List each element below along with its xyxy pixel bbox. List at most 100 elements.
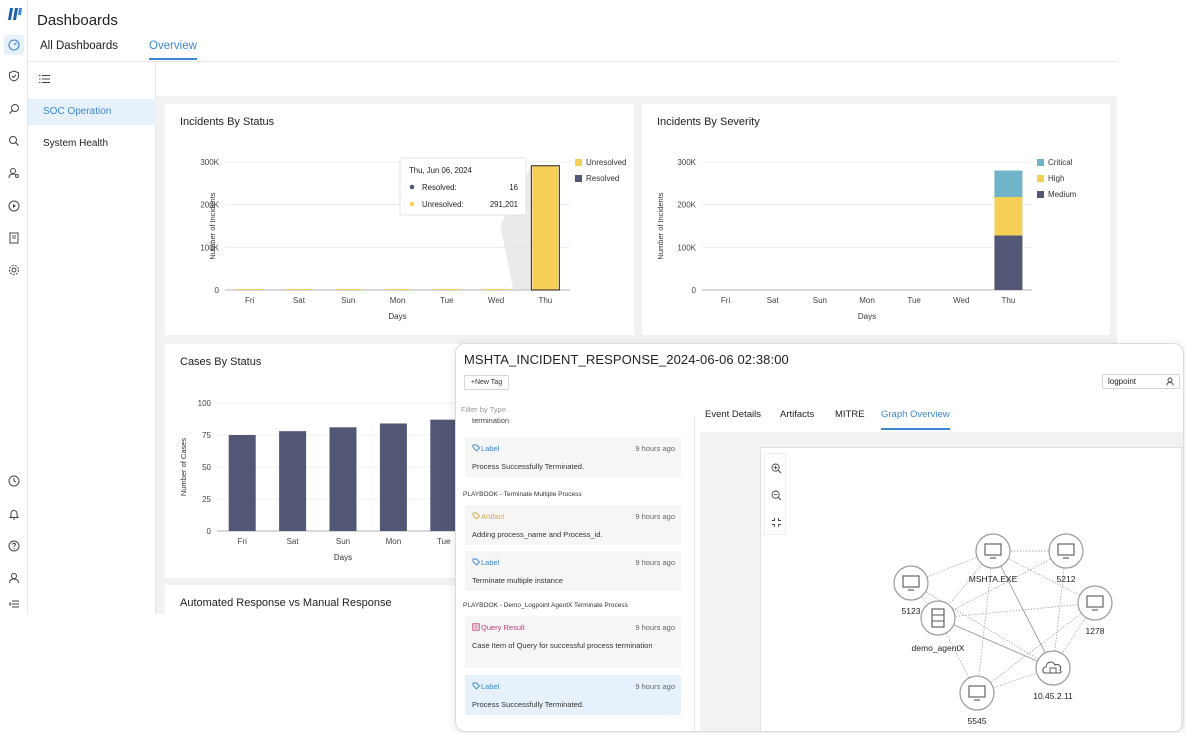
tooltip-dot <box>409 201 415 207</box>
legend-swatch <box>1037 159 1044 166</box>
graph-node-demo-agentx[interactable]: demo_agentX <box>912 600 965 653</box>
item-time: 9 hours ago <box>635 444 675 453</box>
report-icon[interactable] <box>4 228 24 248</box>
filter-by-type-input[interactable]: Filter by Type <box>461 405 506 414</box>
panel-incidents-by-severity: Incidents By Severity 0 100K 200K 300K Numbe… <box>642 104 1110 335</box>
graph-canvas[interactable]: MSHTA.EXE 5212 5123 <box>760 447 1182 731</box>
collapse-icon[interactable] <box>4 594 24 614</box>
x-tick-label: Sun <box>341 296 355 305</box>
label-icon <box>472 558 480 566</box>
tab-all-dashboards[interactable]: All Dashboards <box>40 40 118 52</box>
shield-icon[interactable] <box>4 66 24 86</box>
y-tick-label: 0 <box>215 286 220 295</box>
zoom-out-icon[interactable] <box>770 489 782 501</box>
x-tick-label: Fri <box>245 296 255 305</box>
dashboard-subnav: SOC Operation System Health <box>28 62 156 614</box>
timeline-item[interactable]: Query Result 9 hours ago Case Item of Qu… <box>465 616 681 668</box>
timeline-item[interactable]: Label 9 hours ago Terminate multiple ins… <box>465 551 681 591</box>
zoom-in-icon[interactable] <box>770 462 782 474</box>
bar-cases <box>228 435 256 531</box>
tab-overview[interactable]: Overview <box>149 40 197 52</box>
label-icon <box>472 682 480 690</box>
x-tick-label: Sun <box>336 537 350 546</box>
bar-unresolved <box>285 289 312 290</box>
search-icon[interactable] <box>4 131 24 151</box>
sidebar-item-system-health[interactable]: System Health <box>43 138 109 149</box>
item-description: Process Successfully Terminated. <box>472 462 584 471</box>
y-tick-label: 50 <box>202 463 211 472</box>
tab-event-details[interactable]: Event Details <box>705 409 761 420</box>
y-tick-label: 75 <box>202 431 211 440</box>
logo-icon[interactable] <box>6 7 22 21</box>
x-tick-label: Wed <box>953 296 969 305</box>
tooltip-dot <box>409 184 415 190</box>
user-icon[interactable] <box>4 568 24 588</box>
item-description: Process Successfully Terminated. <box>472 700 584 709</box>
graph-node-10-45-2-11[interactable]: 10.45.2.11 <box>1033 650 1073 701</box>
bar-unresolved <box>532 165 559 290</box>
node-label: 5212 <box>1057 574 1076 584</box>
graph-node-5123[interactable]: 5123 <box>893 565 929 616</box>
y-axis-title: Number of Incidents <box>208 192 217 259</box>
graph-node-1278[interactable]: 1278 <box>1077 585 1113 636</box>
list-toggle-icon[interactable] <box>39 74 50 84</box>
playbook-heading: PLAYBOOK - Demo_Logpoint AgentX Terminat… <box>463 602 628 609</box>
panel-title: Incidents By Status <box>180 116 275 128</box>
y-tick-label: 200K <box>677 201 696 210</box>
item-time: 9 hours ago <box>635 623 675 632</box>
timeline-truncated-text: termination <box>472 416 510 425</box>
label-icon <box>472 444 480 452</box>
play-icon[interactable] <box>4 196 24 216</box>
investigate-icon[interactable] <box>4 99 24 119</box>
graph-node-5212[interactable]: 5212 <box>1048 533 1084 584</box>
user-search-icon[interactable] <box>4 163 24 183</box>
y-tick-label: 0 <box>207 527 212 536</box>
assignee-field[interactable]: logpoint <box>1102 374 1180 389</box>
item-type: Query Result <box>481 623 525 632</box>
node-label: demo_agentX <box>912 643 965 653</box>
tooltip-value: 16 <box>509 183 518 192</box>
bell-icon[interactable] <box>4 504 24 524</box>
x-tick-label: Sat <box>293 296 306 305</box>
help-icon[interactable] <box>4 536 24 556</box>
tab-graph-overview[interactable]: Graph Overview <box>881 409 950 420</box>
incident-detail-panel: MSHTA_INCIDENT_RESPONSE_2024-06-06 02:38… <box>455 343 1184 732</box>
tab-artifacts[interactable]: Artifacts <box>780 409 815 420</box>
x-tick-label: Sat <box>287 537 300 546</box>
node-label: 10.45.2.11 <box>1033 691 1073 701</box>
legend-label-resolved: Resolved <box>586 174 619 183</box>
node-label: 5123 <box>902 606 921 616</box>
gear-icon[interactable] <box>4 260 24 280</box>
tab-mitre[interactable]: MITRE <box>835 409 865 420</box>
item-type: Label <box>481 558 500 567</box>
bar-high <box>994 196 1023 236</box>
tab-underline <box>149 58 197 60</box>
x-axis-title: Days <box>334 553 352 562</box>
panel-title: Automated Response vs Manual Response <box>180 597 392 609</box>
y-axis-title: Number of Incidents <box>656 192 665 259</box>
timeline-item[interactable]: Artifact 9 hours ago Adding process_name… <box>465 505 681 545</box>
graph-node-5545[interactable]: 5545 <box>959 675 995 726</box>
dashboard-icon[interactable] <box>4 35 24 55</box>
legend-swatch <box>575 175 582 182</box>
x-tick-label: Wed <box>488 296 504 305</box>
new-tag-button[interactable]: +New Tag <box>464 375 509 390</box>
server-icon <box>931 608 945 628</box>
timeline-item[interactable]: Label 9 hours ago Process Successfully T… <box>465 437 681 477</box>
timeline-list[interactable]: termination Label 9 hours ago Process Su… <box>456 416 695 731</box>
graph-area: MSHTA.EXE 5212 5123 <box>700 432 1183 731</box>
node-label: 1278 <box>1086 626 1105 636</box>
bar-unresolved <box>483 289 510 290</box>
clock-icon[interactable] <box>4 471 24 491</box>
tooltip-label: Unresolved: <box>422 200 464 209</box>
playbook-heading: PLAYBOOK - Terminate Multiple Process <box>463 491 582 498</box>
item-time: 9 hours ago <box>635 512 675 521</box>
fit-screen-icon[interactable] <box>770 516 782 528</box>
graph-node-mshta[interactable]: MSHTA.EXE <box>969 533 1018 584</box>
timeline-item-selected[interactable]: Label 9 hours ago Process Successfully T… <box>465 675 681 715</box>
x-tick-label: Tue <box>437 537 451 546</box>
monitor-icon <box>984 543 1002 559</box>
query-result-icon <box>472 623 480 631</box>
sidebar-item-soc-operation[interactable]: SOC Operation <box>28 99 156 125</box>
panel-incidents-by-status: Incidents By Status 0 100K 200K 300K Number … <box>165 104 634 335</box>
